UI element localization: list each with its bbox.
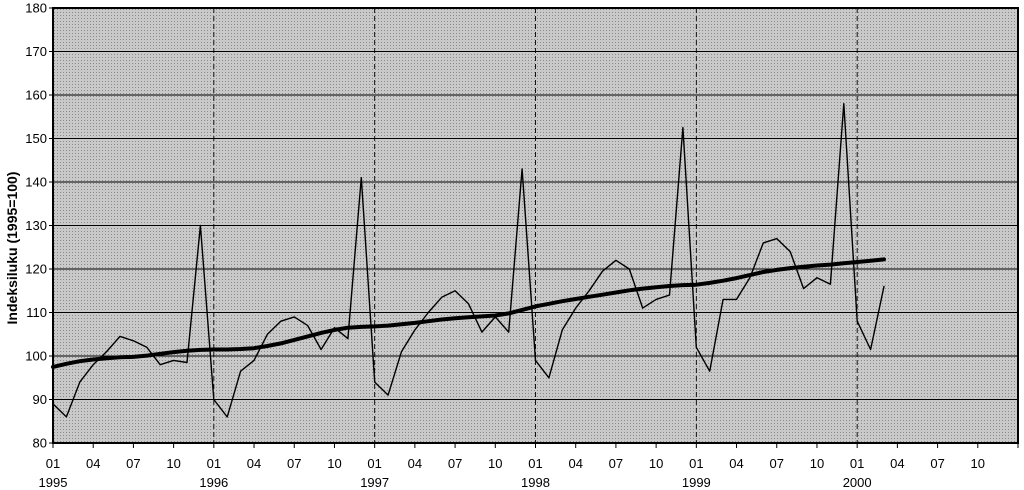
x-tick-label: 04 [247,456,261,471]
x-year-label: 1996 [199,475,228,490]
x-axis-ticks: 01 04 07 10 01 04 07 10 01 04 07 10 01 04 07 10 01 04 07 10… [39,443,1019,490]
x-tick-label: 07 [448,456,462,471]
x-tick-label: 04 [890,456,904,471]
x-year-label: 1997 [360,475,389,490]
grid [53,8,1018,443]
y-tick-label: 80 [33,436,47,451]
x-tick-label: 07 [609,456,623,471]
x-tick-label: 10 [810,456,824,471]
y-tick-label: 90 [33,392,47,407]
series-lines [51,102,886,418]
x-tick-label: 01 [528,456,542,471]
x-tick-label: 01 [46,456,60,471]
x-tick-label: 07 [126,456,140,471]
y-tick-label: 140 [25,175,47,190]
x-year-label: 1999 [682,475,711,490]
x-tick-label: 10 [649,456,663,471]
x-tick-label: 01 [367,456,381,471]
x-tick-label: 01 [850,456,864,471]
y-tick-label: 170 [25,44,47,59]
x-tick-label: 01 [207,456,221,471]
x-tick-label: 04 [86,456,100,471]
y-tick-label: 180 [25,1,47,16]
y-tick-label: 130 [25,218,47,233]
y-tick-label: 120 [25,262,47,277]
y-tick-label: 160 [25,88,47,103]
y-tick-label: 150 [25,131,47,146]
x-tick-label: 10 [488,456,502,471]
trend-line [51,257,886,369]
x-tick-label: 04 [568,456,582,471]
x-tick-label: 01 [689,456,703,471]
x-year-label: 1995 [39,475,68,490]
x-year-label: 2000 [843,475,872,490]
x-tick-label: 04 [408,456,422,471]
x-year-label: 1998 [521,475,550,490]
y-tick-label: 110 [26,305,47,320]
y-axis-title: Indeksiluku (1995=100) [4,172,20,325]
x-tick-label: 10 [166,456,180,471]
x-tick-label: 07 [930,456,944,471]
y-tick-label: 100 [25,349,47,364]
x-tick-label: 04 [729,456,743,471]
x-tick-label: 10 [971,456,985,471]
monthly-index-line [52,102,885,418]
x-tick-label: 10 [327,456,341,471]
x-tick-label: 07 [770,456,784,471]
y-axis-ticks: 80 90 100 110 120 130 140 150 160 170 180 [25,1,53,451]
x-tick-label: 07 [287,456,301,471]
